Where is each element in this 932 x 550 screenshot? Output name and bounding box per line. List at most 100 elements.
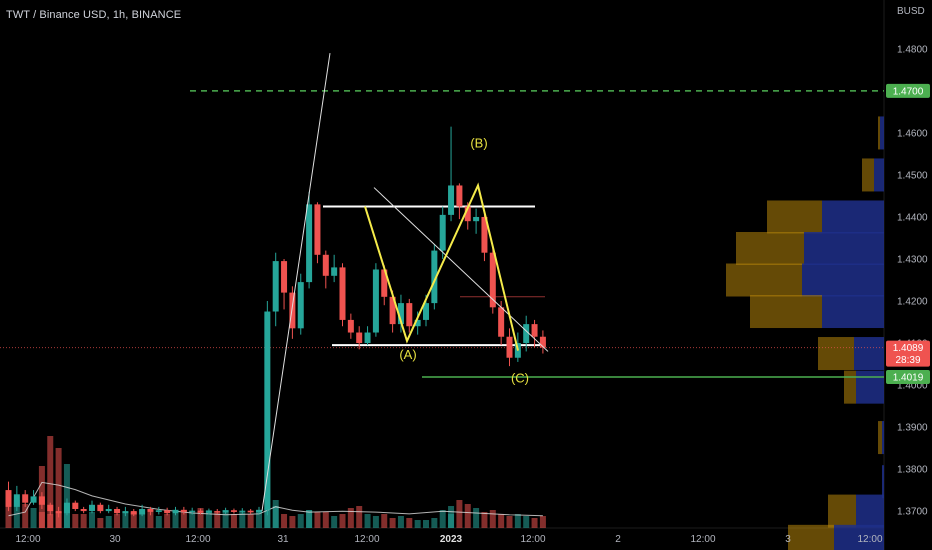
candle-body [423, 303, 429, 320]
volume-bar [414, 520, 421, 528]
candle-body [389, 296, 396, 325]
symbol-title: TWT / Binance USD, 1h, BINANCE [6, 9, 182, 21]
volume-profile-up [880, 116, 884, 150]
candle-body [130, 511, 137, 515]
volume-profile-down [878, 116, 880, 150]
candle-body [30, 496, 37, 503]
volume-bar [230, 514, 237, 528]
volume-bar [239, 512, 246, 528]
volume-bar [80, 514, 87, 528]
drawings: (A) (B) (C) [261, 53, 549, 512]
support-price-badge-bg [886, 370, 930, 385]
volume-profile-up [856, 370, 884, 404]
x-tick-label: 12:00 [185, 534, 210, 545]
volume-bar [164, 514, 171, 528]
candle-body [347, 319, 354, 333]
volume-bar [222, 510, 229, 528]
candle-body [489, 252, 496, 308]
candle-body [431, 250, 438, 304]
candle-body [306, 204, 313, 283]
candle-body [481, 216, 488, 253]
volume-profile-down [828, 494, 856, 528]
price-axis: BUSD 1.4800 1.4700 1.4600 1.4500 1.4400 1.4300… [886, 6, 930, 518]
y-tick-label: 1.4500 [897, 170, 928, 181]
candle-body [222, 510, 229, 513]
y-tick-label: 1.4200 [897, 297, 928, 308]
candle-body [147, 508, 154, 512]
volume-profile-down [818, 337, 854, 371]
current-price-badge-bg [886, 340, 930, 367]
current-price-badge-text: 1.4089 [893, 343, 924, 354]
candle-body [122, 511, 129, 514]
volume-bar [364, 514, 371, 528]
candle-body [256, 509, 262, 513]
candle-body [531, 324, 538, 337]
volume-bar [397, 516, 404, 528]
candle-body [406, 303, 413, 327]
candle-body [506, 336, 513, 358]
volume-bar [523, 516, 530, 528]
volume-bars [5, 436, 546, 528]
volume-bar [481, 512, 488, 528]
volume-bar [105, 516, 112, 528]
price-levels [0, 90, 884, 378]
candle-body [448, 185, 455, 215]
abc-wave-line [364, 182, 519, 351]
volume-bar [498, 514, 505, 528]
volume-spike [448, 514, 455, 528]
target-price-badge-text: 1.4700 [893, 86, 924, 97]
candle-body [180, 509, 187, 512]
candlesticks [5, 126, 546, 518]
candle-body [414, 319, 421, 327]
candle-body [89, 504, 95, 512]
candle-body [139, 508, 146, 515]
candle-body [38, 496, 45, 505]
candle-body [498, 307, 505, 337]
volume-profile-up [822, 295, 884, 329]
volume-spike [55, 448, 62, 528]
support-price-badge: 1.4019 [886, 370, 930, 385]
volume-bar [531, 518, 538, 528]
volume-bar [381, 514, 388, 528]
volume-bar [347, 508, 354, 528]
y-tick-label: 1.4800 [897, 44, 928, 55]
y-tick-label: 1.4300 [897, 254, 928, 265]
volume-bar [197, 508, 204, 528]
volume-bar [22, 504, 29, 528]
target-price-badge: 1.4700 [886, 83, 930, 98]
candle-body [189, 510, 196, 512]
candle-body [523, 324, 530, 344]
volume-profile-down [788, 524, 834, 550]
candle-body [247, 510, 254, 513]
candle-body [397, 303, 404, 325]
volume-bar [172, 512, 179, 528]
volume-bar [247, 514, 254, 528]
volume-bar [130, 512, 137, 528]
volume-profile-up [856, 494, 884, 528]
volume-bar [464, 504, 471, 528]
candle-body [205, 511, 212, 513]
candle-body [55, 511, 62, 514]
volume-profile-up [874, 158, 884, 192]
candle-body [22, 494, 29, 503]
candle-body [13, 494, 20, 507]
volume-bar [322, 512, 329, 528]
volume-bar [89, 512, 95, 528]
volume-bar [122, 512, 129, 528]
volume-bar [139, 510, 146, 528]
candle-body [164, 510, 171, 514]
trend-line [261, 53, 331, 512]
candle-body [289, 292, 296, 329]
volume-spike [63, 464, 70, 528]
volume-profile-up [802, 263, 884, 297]
wave-label: (B) [470, 136, 487, 151]
volume-bar [297, 514, 304, 528]
volume-bar [155, 516, 162, 528]
x-tick-label: 12:00 [15, 534, 40, 545]
trend-line [373, 187, 549, 352]
volume-profile-up [854, 337, 884, 371]
volume-bar [30, 508, 37, 528]
volume-bar [147, 512, 154, 528]
volume-bar [314, 512, 321, 528]
